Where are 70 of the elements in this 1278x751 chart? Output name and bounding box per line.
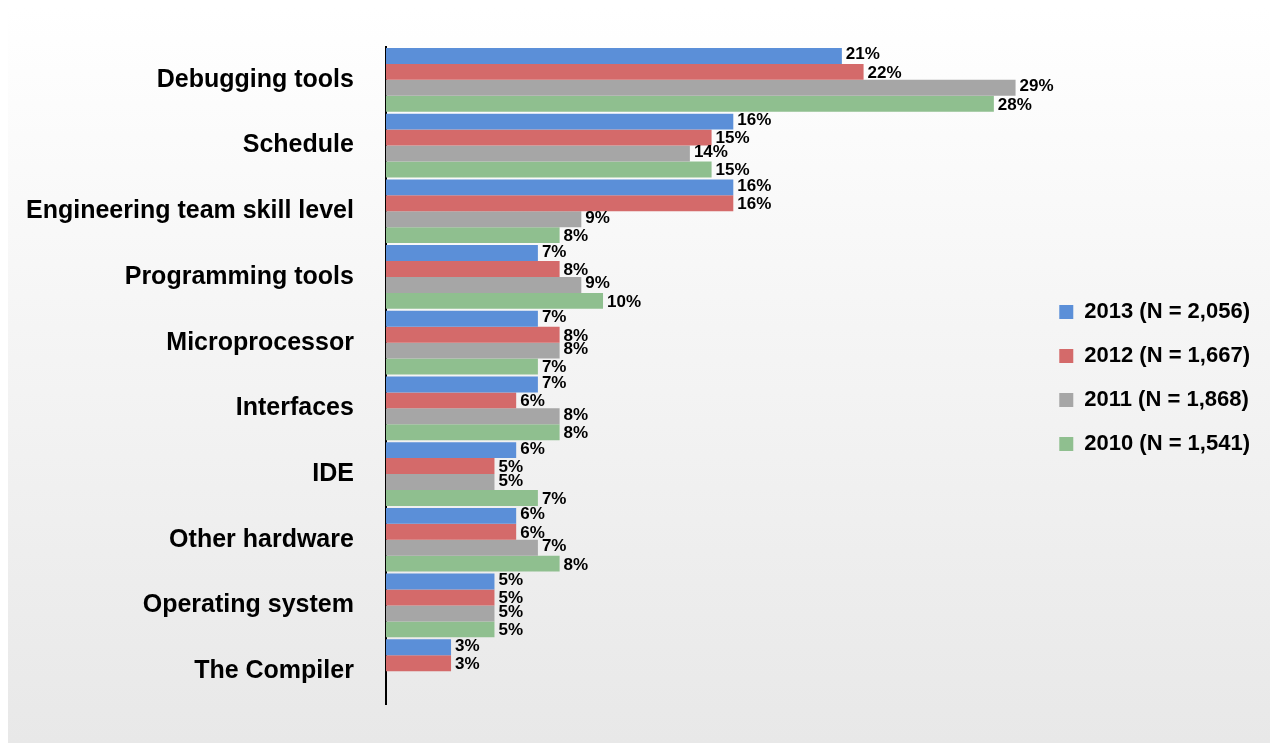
- data-label: 8%: [563, 404, 589, 424]
- bar: [385, 179, 734, 196]
- data-label: 8%: [563, 554, 589, 574]
- y-tick-label: Debugging tools: [156, 63, 354, 92]
- legend-label: 2011 (N = 1,868): [1084, 386, 1249, 412]
- bar: [385, 358, 538, 375]
- y-tick-label: IDE: [312, 457, 354, 486]
- data-label: 6%: [520, 438, 545, 458]
- bar: [385, 424, 560, 441]
- bar: [385, 310, 538, 327]
- bar: [385, 95, 994, 112]
- data-label: 10%: [607, 291, 642, 311]
- bar: [385, 489, 538, 506]
- data-label: 6%: [520, 391, 545, 411]
- y-tick-label: Operating system: [142, 589, 354, 618]
- bar: [385, 326, 560, 343]
- y-tick-label: Engineering team skill level: [26, 195, 354, 224]
- bar: [385, 129, 712, 146]
- bar: [385, 523, 517, 540]
- data-label: 8%: [563, 423, 589, 443]
- bar: [385, 458, 495, 475]
- data-label: 22%: [867, 62, 902, 82]
- bar: [385, 621, 495, 638]
- bar: [385, 507, 517, 524]
- data-label: 5%: [498, 570, 524, 590]
- y-tick-label: Programming tools: [124, 260, 354, 289]
- bar: [385, 408, 560, 425]
- data-label: 28%: [997, 94, 1032, 114]
- bar: [385, 605, 495, 622]
- y-tick-label: Schedule: [242, 129, 354, 158]
- y-tick-label: Microprocessor: [166, 326, 355, 355]
- y-tick-label: The Compiler: [194, 655, 355, 684]
- bar: [385, 639, 452, 656]
- bar: [385, 113, 734, 130]
- data-label: 7%: [541, 307, 567, 327]
- bar: [385, 145, 690, 162]
- bar: [385, 474, 495, 490]
- legend-label: 2012 (N = 1,667): [1084, 342, 1251, 368]
- data-label: 21%: [845, 44, 880, 64]
- data-label: 3%: [455, 654, 480, 674]
- data-label: 29%: [1019, 76, 1054, 96]
- legend-label: 2010 (N = 1,541): [1084, 430, 1251, 456]
- bar: [385, 573, 495, 590]
- bar: [385, 392, 517, 409]
- legend-label: 2013 (N = 2,056): [1084, 298, 1251, 324]
- y-tick-label: Other hardware: [169, 523, 354, 552]
- y-tick-label: Interfaces: [235, 392, 354, 421]
- bar: [385, 63, 864, 80]
- data-label: 16%: [737, 110, 772, 130]
- bar: [385, 555, 560, 572]
- bar: [385, 161, 712, 178]
- data-label: 16%: [737, 194, 772, 214]
- data-label: 3%: [455, 635, 480, 655]
- data-label: 5%: [498, 620, 524, 640]
- bar: [385, 245, 538, 262]
- data-label: 9%: [585, 207, 610, 227]
- bar: [385, 589, 495, 606]
- bar: [385, 292, 604, 309]
- bar: [385, 276, 582, 293]
- bar: [385, 261, 560, 277]
- bar: [385, 47, 842, 64]
- bar: [385, 227, 560, 244]
- bar: [385, 79, 1016, 96]
- bar: [385, 342, 560, 359]
- bar: [385, 211, 582, 228]
- bar: [385, 195, 734, 212]
- bar: [385, 655, 452, 672]
- bar: [385, 442, 517, 459]
- bar: [385, 539, 538, 556]
- bar: [385, 376, 538, 393]
